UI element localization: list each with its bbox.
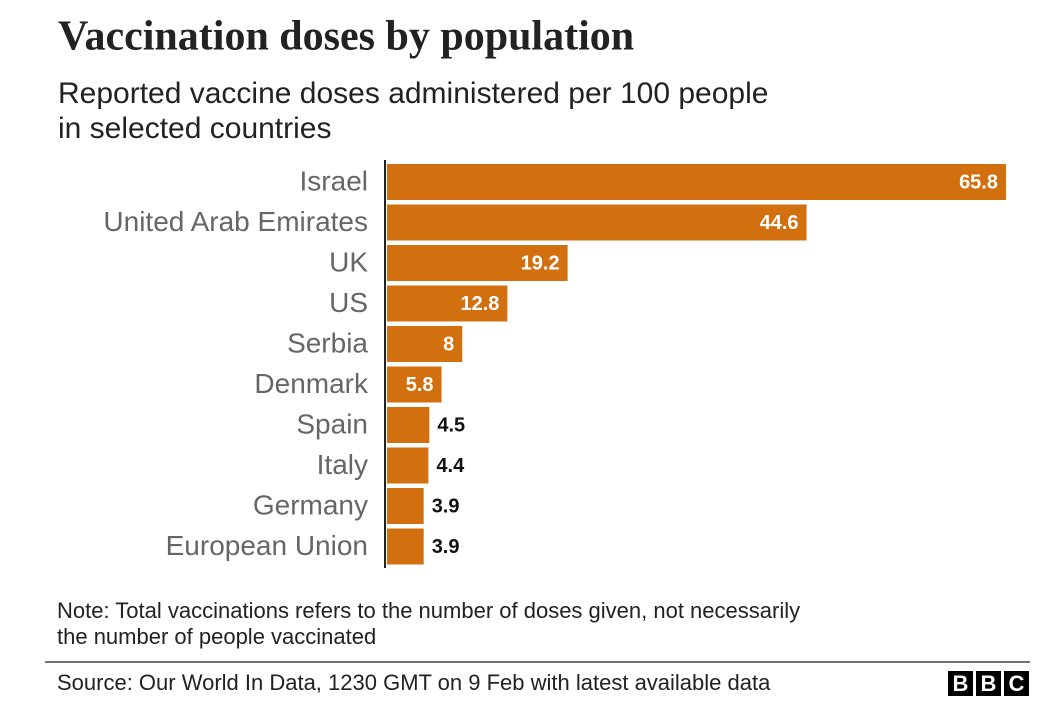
logo-box: [948, 671, 973, 696]
bar: [387, 488, 424, 524]
bar: [387, 285, 508, 322]
logo-letter: C: [1009, 671, 1025, 696]
logo-letter: B: [981, 671, 997, 696]
bar: [387, 407, 430, 443]
note: the number of people vaccinated: [57, 624, 376, 649]
value-label: 4.4: [436, 455, 465, 477]
logo-box: [1004, 671, 1029, 696]
subtitle: in selected countries: [58, 112, 332, 145]
category-label: US: [329, 287, 368, 318]
category-label: UK: [329, 246, 368, 277]
bar: [387, 366, 442, 403]
logo-box: [976, 671, 1001, 696]
source: Source: Our World In Data, 1230 GMT on 9…: [57, 670, 771, 695]
category-label: Germany: [253, 489, 368, 520]
chart-title: Vaccination doses by population: [58, 14, 634, 60]
category-label: Spain: [296, 408, 368, 439]
category-label: United Arab Emirates: [103, 206, 368, 237]
category-label: Denmark: [254, 368, 369, 399]
category-label: Italy: [317, 449, 368, 480]
value-label: 4.5: [437, 414, 465, 436]
bar: [387, 447, 429, 484]
value-label: 65.8: [959, 171, 998, 193]
logo-letter: B: [953, 671, 969, 696]
bar: [387, 204, 807, 241]
category-label: Israel: [300, 165, 368, 196]
value-label: 19.2: [521, 252, 560, 274]
value-label: 5.8: [406, 374, 434, 396]
value-label: 3.9: [432, 536, 460, 558]
category-label: European Union: [166, 530, 368, 561]
bar: [387, 245, 568, 281]
subtitle: Reported vaccine doses administered per …: [58, 77, 768, 110]
bar: [387, 164, 1006, 200]
value-label: 12.8: [460, 293, 499, 315]
bar: [387, 528, 424, 565]
category-label: Serbia: [287, 327, 368, 358]
bar: [387, 326, 463, 362]
value-label: 8: [443, 333, 454, 355]
value-label: 3.9: [432, 495, 460, 517]
note: Note: Total vaccinations refers to the n…: [57, 598, 800, 623]
value-label: 44.6: [760, 212, 799, 234]
